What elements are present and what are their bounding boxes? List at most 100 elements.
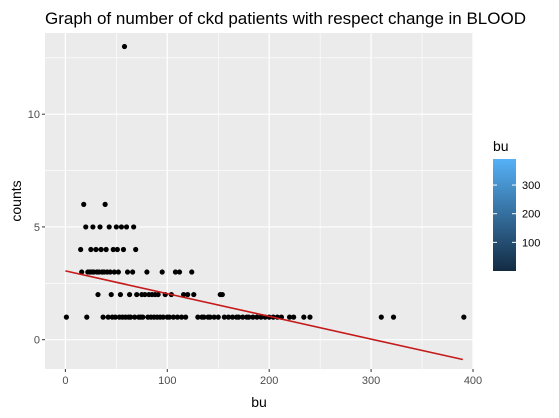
data-point-112: [378, 314, 384, 320]
data-point-79: [183, 314, 189, 320]
data-point-39: [120, 246, 127, 253]
data-point-22: [103, 246, 109, 253]
data-point-40: [121, 43, 128, 50]
data-point-99: [246, 314, 252, 320]
data-point-45: [126, 291, 133, 298]
data-point-0: [63, 314, 69, 320]
data-point-34: [115, 269, 121, 275]
data-point-51: [134, 291, 140, 298]
data-point-65: [155, 291, 161, 298]
y-axis-title: counts: [8, 180, 24, 221]
data-point-57: [144, 269, 150, 275]
y-tick-label-1: 5: [34, 222, 40, 234]
data-point-32: [113, 224, 119, 230]
y-tick-label-2: 10: [28, 109, 40, 121]
data-point-27: [108, 291, 114, 298]
grid-minor: [45, 33, 473, 369]
data-point-5: [84, 314, 90, 320]
x-tick-label-2: 200: [260, 375, 278, 387]
x-axis-title: bu: [251, 394, 267, 410]
data-point-42: [123, 224, 130, 230]
data-point-74: [172, 269, 179, 275]
data-point-4: [83, 224, 89, 230]
data-point-85: [201, 314, 207, 320]
grid-major: [45, 33, 474, 369]
data-point-76: [176, 269, 183, 275]
data-point-110: [301, 314, 307, 320]
data-point-46: [128, 314, 134, 320]
data-point-31: [112, 314, 118, 320]
data-point-71: [166, 314, 172, 320]
data-point-108: [286, 314, 293, 320]
data-point-91: [219, 291, 225, 298]
data-point-37: [118, 224, 125, 230]
data-point-47: [130, 269, 136, 275]
data-point-26: [107, 269, 113, 275]
data-point-56: [142, 291, 148, 298]
data-point-49: [132, 314, 138, 320]
data-point-36: [117, 291, 124, 298]
data-point-96: [236, 314, 242, 320]
legend-title: bu: [493, 138, 509, 154]
data-point-92: [221, 314, 227, 320]
data-point-88: [211, 314, 217, 320]
data-point-8: [88, 246, 94, 253]
data-point-83: [195, 314, 201, 320]
data-point-113: [390, 314, 397, 320]
data-point-78: [180, 291, 187, 298]
data-point-29: [110, 246, 116, 253]
data-point-48: [131, 224, 137, 230]
data-point-102: [258, 314, 264, 320]
legend-colorbar: [493, 159, 516, 271]
data-point-17: [98, 246, 104, 253]
data-point-14: [95, 291, 101, 298]
data-point-82: [191, 291, 197, 298]
x-tick-label-4: 400: [464, 375, 482, 387]
data-point-68: [160, 314, 166, 320]
data-point-94: [229, 314, 236, 320]
data-point-25: [106, 224, 112, 230]
x-tick-label-1: 100: [158, 375, 176, 387]
x-tick-label-3: 300: [362, 375, 380, 387]
data-point-111: [307, 314, 313, 320]
data-point-10: [90, 224, 96, 230]
data-point-24: [105, 314, 111, 320]
data-point-12: [93, 246, 99, 253]
legend-tick-label-1: 200: [522, 209, 540, 221]
y-tick-label-0: 0: [34, 335, 40, 347]
data-point-87: [207, 314, 213, 320]
data-point-73: [170, 314, 176, 320]
legend-tick-label-0: 100: [522, 237, 540, 249]
data-point-1: [78, 246, 84, 253]
data-point-114: [461, 314, 467, 320]
legend: bu 100 200 300: [493, 138, 540, 271]
data-point-30: [111, 269, 117, 275]
data-point-2: [79, 269, 85, 275]
trend-line: [65, 270, 463, 361]
data-point-55: [140, 314, 146, 320]
data-point-3: [81, 201, 87, 207]
data-point-16: [97, 224, 103, 230]
data-point-109: [291, 314, 297, 320]
data-point-101: [254, 314, 260, 320]
data-point-89: [215, 314, 221, 320]
x-axis-ticks: 0 100 200 300 400: [62, 369, 482, 387]
data-point-77: [178, 314, 185, 320]
data-point-21: [102, 201, 108, 207]
data-point-100: [250, 314, 256, 320]
data-point-67: [159, 269, 165, 275]
data-point-19: [100, 314, 106, 320]
legend-tick-label-2: 300: [522, 180, 540, 192]
data-point-43: [124, 269, 131, 275]
data-point-33: [114, 246, 120, 253]
y-axis-ticks: 0 5 10: [28, 109, 45, 347]
data-point-93: [225, 314, 232, 320]
data-point-50: [133, 246, 139, 253]
legend-ticks: 100 200 300: [493, 180, 540, 249]
chart-title: Graph of number of ckd patients with res…: [45, 9, 526, 28]
data-point-81: [189, 269, 195, 275]
data-point-80: [185, 291, 191, 298]
x-tick-label-0: 0: [62, 375, 68, 387]
data-point-97: [240, 314, 246, 320]
